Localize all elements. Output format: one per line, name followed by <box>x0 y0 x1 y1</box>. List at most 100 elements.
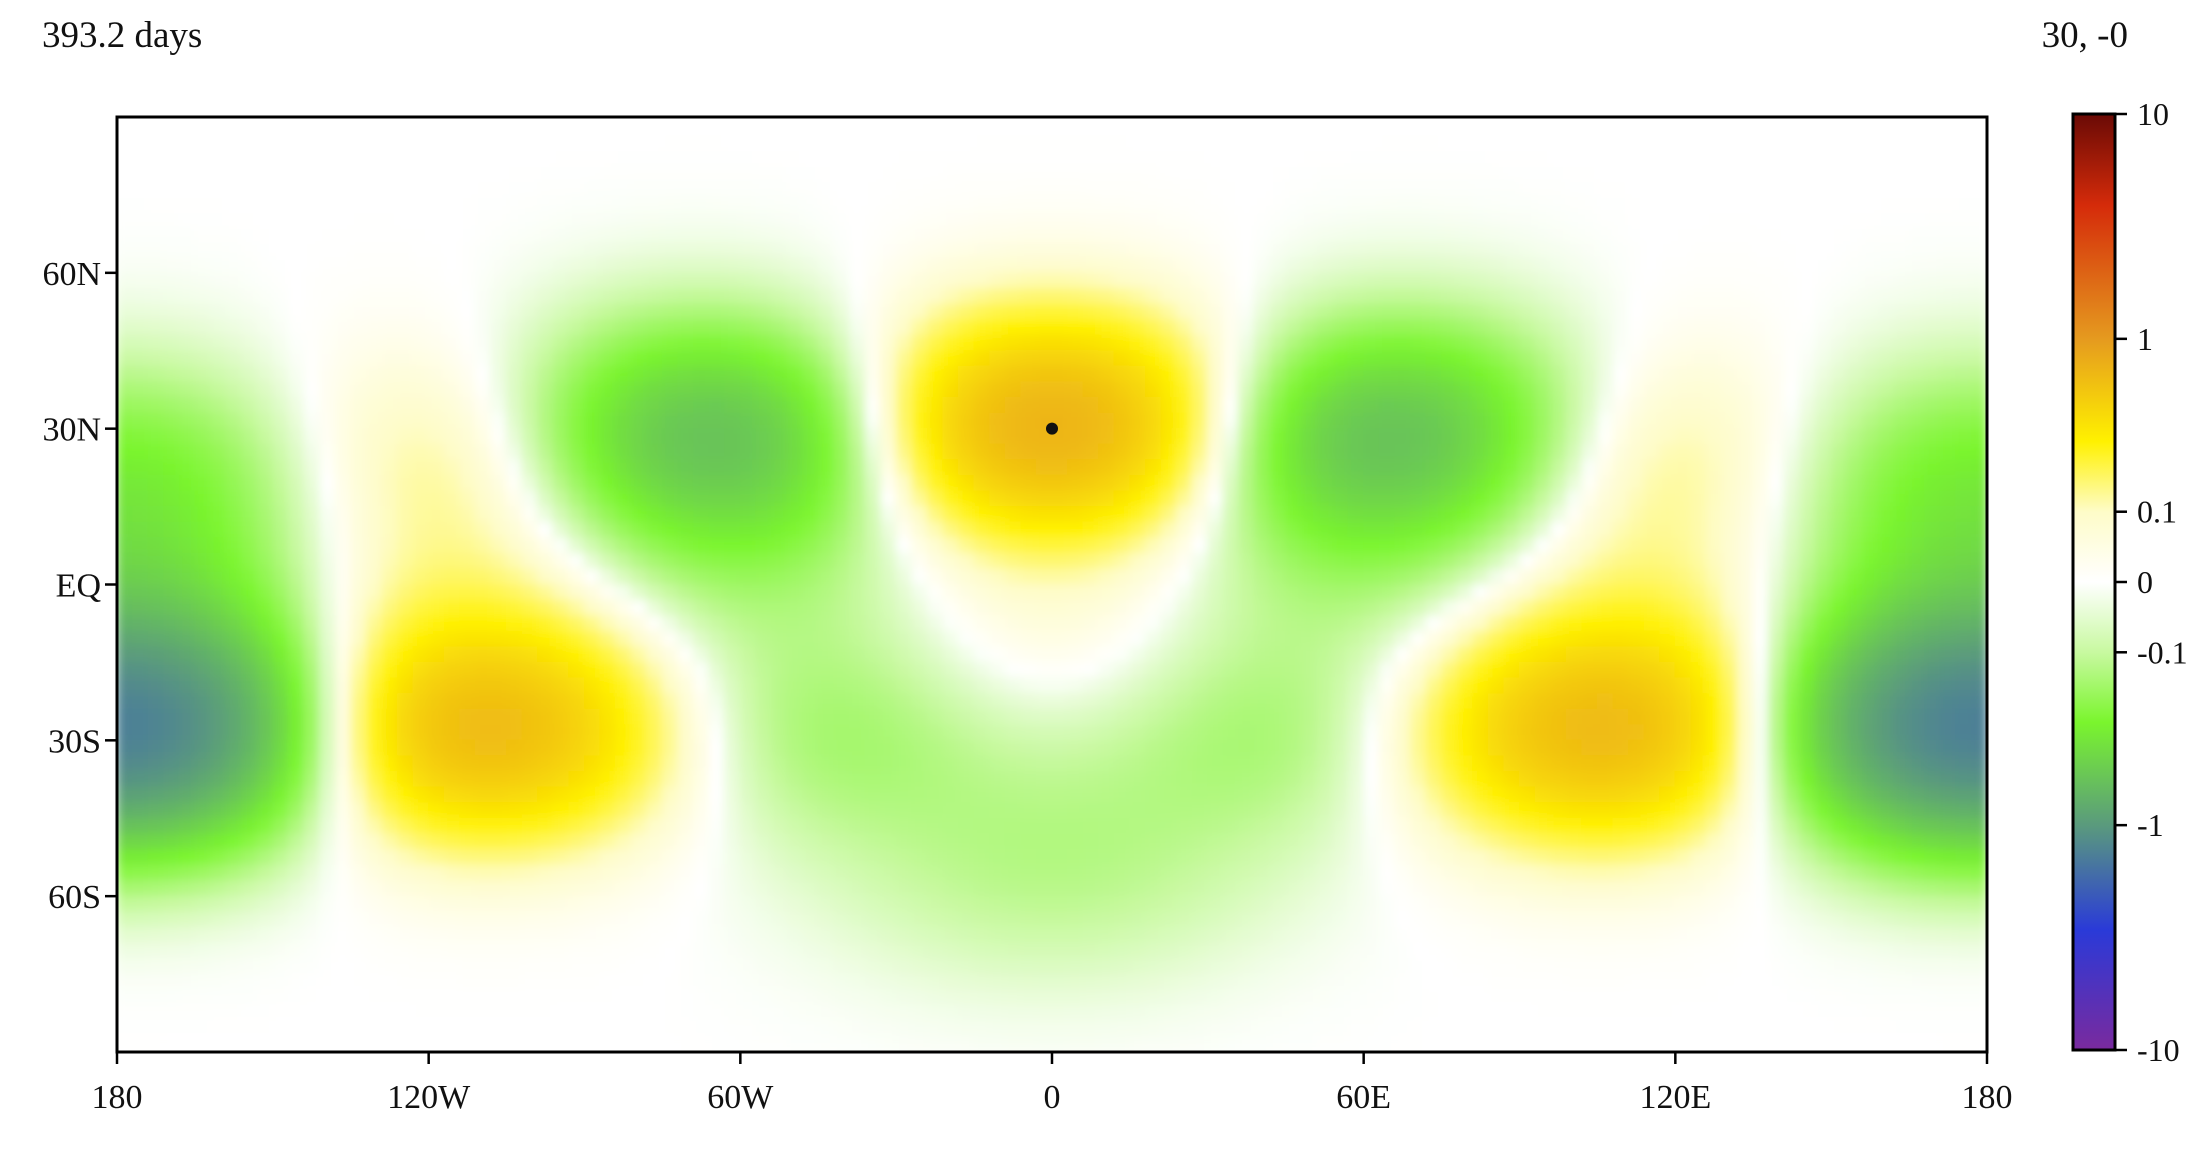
heatmap-cell <box>677 552 695 570</box>
heatmap-cell <box>521 552 539 570</box>
heatmap-cell <box>1550 272 1567 289</box>
heatmap-cell <box>599 646 617 663</box>
heatmap-cell <box>1098 490 1115 508</box>
heatmap-cell <box>1207 568 1224 585</box>
heatmap-cell <box>1955 552 1972 570</box>
heatmap-cell <box>1534 272 1552 289</box>
heatmap-cell <box>365 272 383 289</box>
heatmap-cell <box>1519 397 1536 414</box>
heatmap-cell <box>1970 584 1987 601</box>
heatmap-cell <box>1316 412 1333 430</box>
heatmap-cell <box>459 241 476 258</box>
heatmap-cell <box>1908 287 1926 305</box>
heatmap-cell <box>1783 646 1801 663</box>
heatmap-cell <box>568 739 585 757</box>
heatmap-cell <box>1783 584 1801 601</box>
heatmap-cell <box>1129 117 1146 134</box>
heatmap-cell <box>147 132 165 149</box>
heatmap-cell <box>1269 630 1287 648</box>
heatmap-cell <box>1394 599 1411 617</box>
heatmap-cell <box>490 615 508 632</box>
heatmap-cell <box>365 537 383 554</box>
heatmap-cell <box>989 210 1006 227</box>
heatmap-cell <box>1503 194 1520 211</box>
heatmap-cell <box>1332 630 1349 648</box>
heatmap-cell <box>412 287 430 305</box>
heatmap-cell <box>117 147 134 165</box>
heatmap-cell <box>1347 552 1365 570</box>
heatmap-cell <box>880 350 897 367</box>
heatmap-cell <box>210 163 227 180</box>
elapsed-time-label: 393.2 days <box>42 15 203 56</box>
heatmap-cell <box>1503 552 1520 570</box>
heatmap-cell <box>1098 272 1115 289</box>
heatmap-cell <box>1456 552 1474 570</box>
heatmap-cell <box>1581 381 1598 398</box>
heatmap-cell <box>1394 163 1411 180</box>
heatmap-cell <box>1581 287 1598 305</box>
heatmap-cell <box>1565 428 1583 445</box>
heatmap-cell <box>989 459 1006 476</box>
heatmap-cell <box>256 194 274 211</box>
heatmap-cell <box>817 210 835 227</box>
heatmap-cell <box>1113 210 1131 227</box>
heatmap-cell <box>599 443 617 461</box>
heatmap-cell <box>1487 474 1505 492</box>
heatmap-cell <box>584 661 601 679</box>
heatmap-cell <box>584 287 601 305</box>
heatmap-cell <box>163 568 180 585</box>
heatmap-cell <box>1394 132 1411 149</box>
heatmap-cell <box>615 132 632 149</box>
heatmap-cell <box>911 490 928 508</box>
heatmap-cell <box>272 584 289 601</box>
heatmap-cell <box>1487 506 1505 523</box>
heatmap-cell <box>397 693 414 710</box>
heatmap-cell <box>1191 506 1209 523</box>
heatmap-cell <box>1129 599 1146 617</box>
heatmap-cell <box>381 287 398 305</box>
heatmap-cell <box>646 630 663 648</box>
heatmap-cell <box>1596 178 1614 196</box>
heatmap-cell <box>1674 459 1692 476</box>
heatmap-cell <box>1004 490 1022 508</box>
heatmap-cell <box>1456 599 1474 617</box>
heatmap-cell <box>256 677 274 695</box>
heatmap-cell <box>412 397 430 414</box>
heatmap-cell <box>1612 132 1630 149</box>
heatmap-cell <box>958 397 975 414</box>
heatmap-cell <box>864 568 882 585</box>
heatmap-cell <box>1004 708 1022 726</box>
heatmap-cell <box>1737 693 1754 710</box>
heatmap-cell <box>1254 319 1271 336</box>
heatmap-cell <box>661 584 679 601</box>
heatmap-cell <box>506 397 523 414</box>
heatmap-cell <box>1160 724 1178 741</box>
heatmap-cell <box>1285 568 1302 585</box>
heatmap-cell <box>786 365 804 383</box>
heatmap-cell <box>474 724 492 741</box>
heatmap-cell <box>147 755 165 772</box>
heatmap-cell <box>1238 599 1256 617</box>
heatmap-cell <box>117 552 134 570</box>
heatmap-cell <box>1051 381 1069 398</box>
heatmap-cell <box>1737 630 1754 648</box>
heatmap-cell <box>568 506 585 523</box>
heatmap-cell <box>506 646 523 663</box>
heatmap-cell <box>210 584 227 601</box>
heatmap-cell <box>568 132 585 149</box>
heatmap-cell <box>459 584 476 601</box>
heatmap-cell <box>1378 194 1396 211</box>
heatmap-cell <box>490 568 508 585</box>
heatmap-cell <box>521 381 539 398</box>
heatmap-cell <box>1737 381 1754 398</box>
heatmap-cell <box>599 381 617 398</box>
heatmap-cell <box>1830 334 1848 352</box>
heatmap-cell <box>1534 443 1552 461</box>
heatmap-cell <box>1628 537 1645 554</box>
heatmap-cell <box>1893 739 1910 757</box>
heatmap-cell <box>802 350 819 367</box>
heatmap-cell <box>599 677 617 695</box>
heatmap-cell <box>1690 568 1707 585</box>
heatmap-cell <box>708 163 726 180</box>
heatmap-cell <box>132 677 149 695</box>
